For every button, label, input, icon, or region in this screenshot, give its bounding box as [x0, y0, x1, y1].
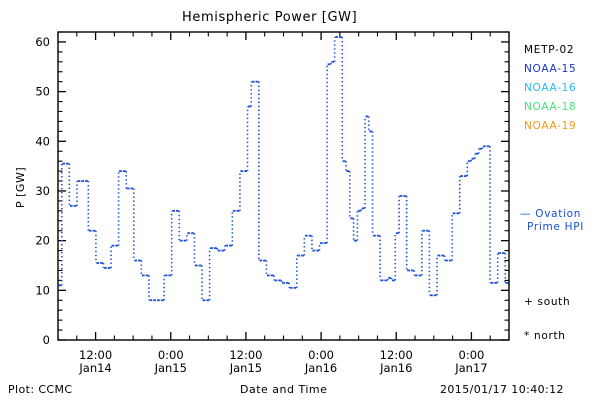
footer-timestamp: 2015/01/17 10:40:12: [440, 383, 564, 396]
legend-item-noaa-18: NOAA-18: [524, 101, 577, 113]
legend-marker-north: * north: [524, 330, 566, 342]
legend-marker-south: + south: [524, 296, 571, 308]
ovation-legend-line1: — Ovation: [520, 208, 582, 220]
y-tick-label: 40: [35, 134, 50, 148]
legend-item-noaa-16: NOAA-16: [524, 82, 577, 94]
y-tick-label: 20: [35, 234, 50, 248]
x-tick-label-date: Jan14: [78, 361, 111, 375]
ovation-legend-line2: Prime HPI: [527, 221, 585, 233]
footer-credit: Plot: CCMC: [8, 383, 73, 396]
y-tick-label: 60: [35, 35, 50, 49]
x-tick-label-date: Jan17: [454, 361, 487, 375]
x-tick-label-time: 0:00: [158, 348, 184, 362]
page-title: Hemispheric Power [GW]: [182, 10, 358, 25]
x-tick-label-date: Jan15: [154, 361, 187, 375]
y-tick-label: 10: [35, 283, 50, 297]
marker-legend: + south * north: [524, 296, 570, 342]
satellite-legend: METP-02 NOAA-15 NOAA-16 NOAA-18 NOAA-19: [524, 44, 576, 132]
ovation-prime-series: [58, 36, 509, 302]
x-tick-label-time: 12:00: [229, 348, 262, 362]
x-tick-label-time: 0:00: [308, 348, 334, 362]
y-tick-label: 0: [43, 333, 50, 347]
x-tick-label-time: 12:00: [380, 348, 413, 362]
legend-item-metp-02: METP-02: [524, 44, 575, 56]
legend-item-noaa-15: NOAA-15: [524, 63, 577, 75]
x-axis-label: Date and Time: [240, 383, 328, 396]
legend-item-noaa-19: NOAA-19: [524, 120, 577, 132]
x-tick-label-date: Jan16: [304, 361, 337, 375]
y-tick-label: 30: [35, 184, 50, 198]
plot-frame: [57, 31, 510, 341]
x-tick-label-date: Jan15: [229, 361, 262, 375]
y-axis-label: P [GW]: [14, 166, 27, 208]
y-tick-label: 50: [35, 85, 50, 99]
ovation-legend: — Ovation Prime HPI: [520, 208, 584, 233]
x-tick-label-time: 12:00: [79, 348, 112, 362]
x-tick-label-time: 0:00: [459, 348, 485, 362]
x-tick-label-date: Jan16: [379, 361, 412, 375]
